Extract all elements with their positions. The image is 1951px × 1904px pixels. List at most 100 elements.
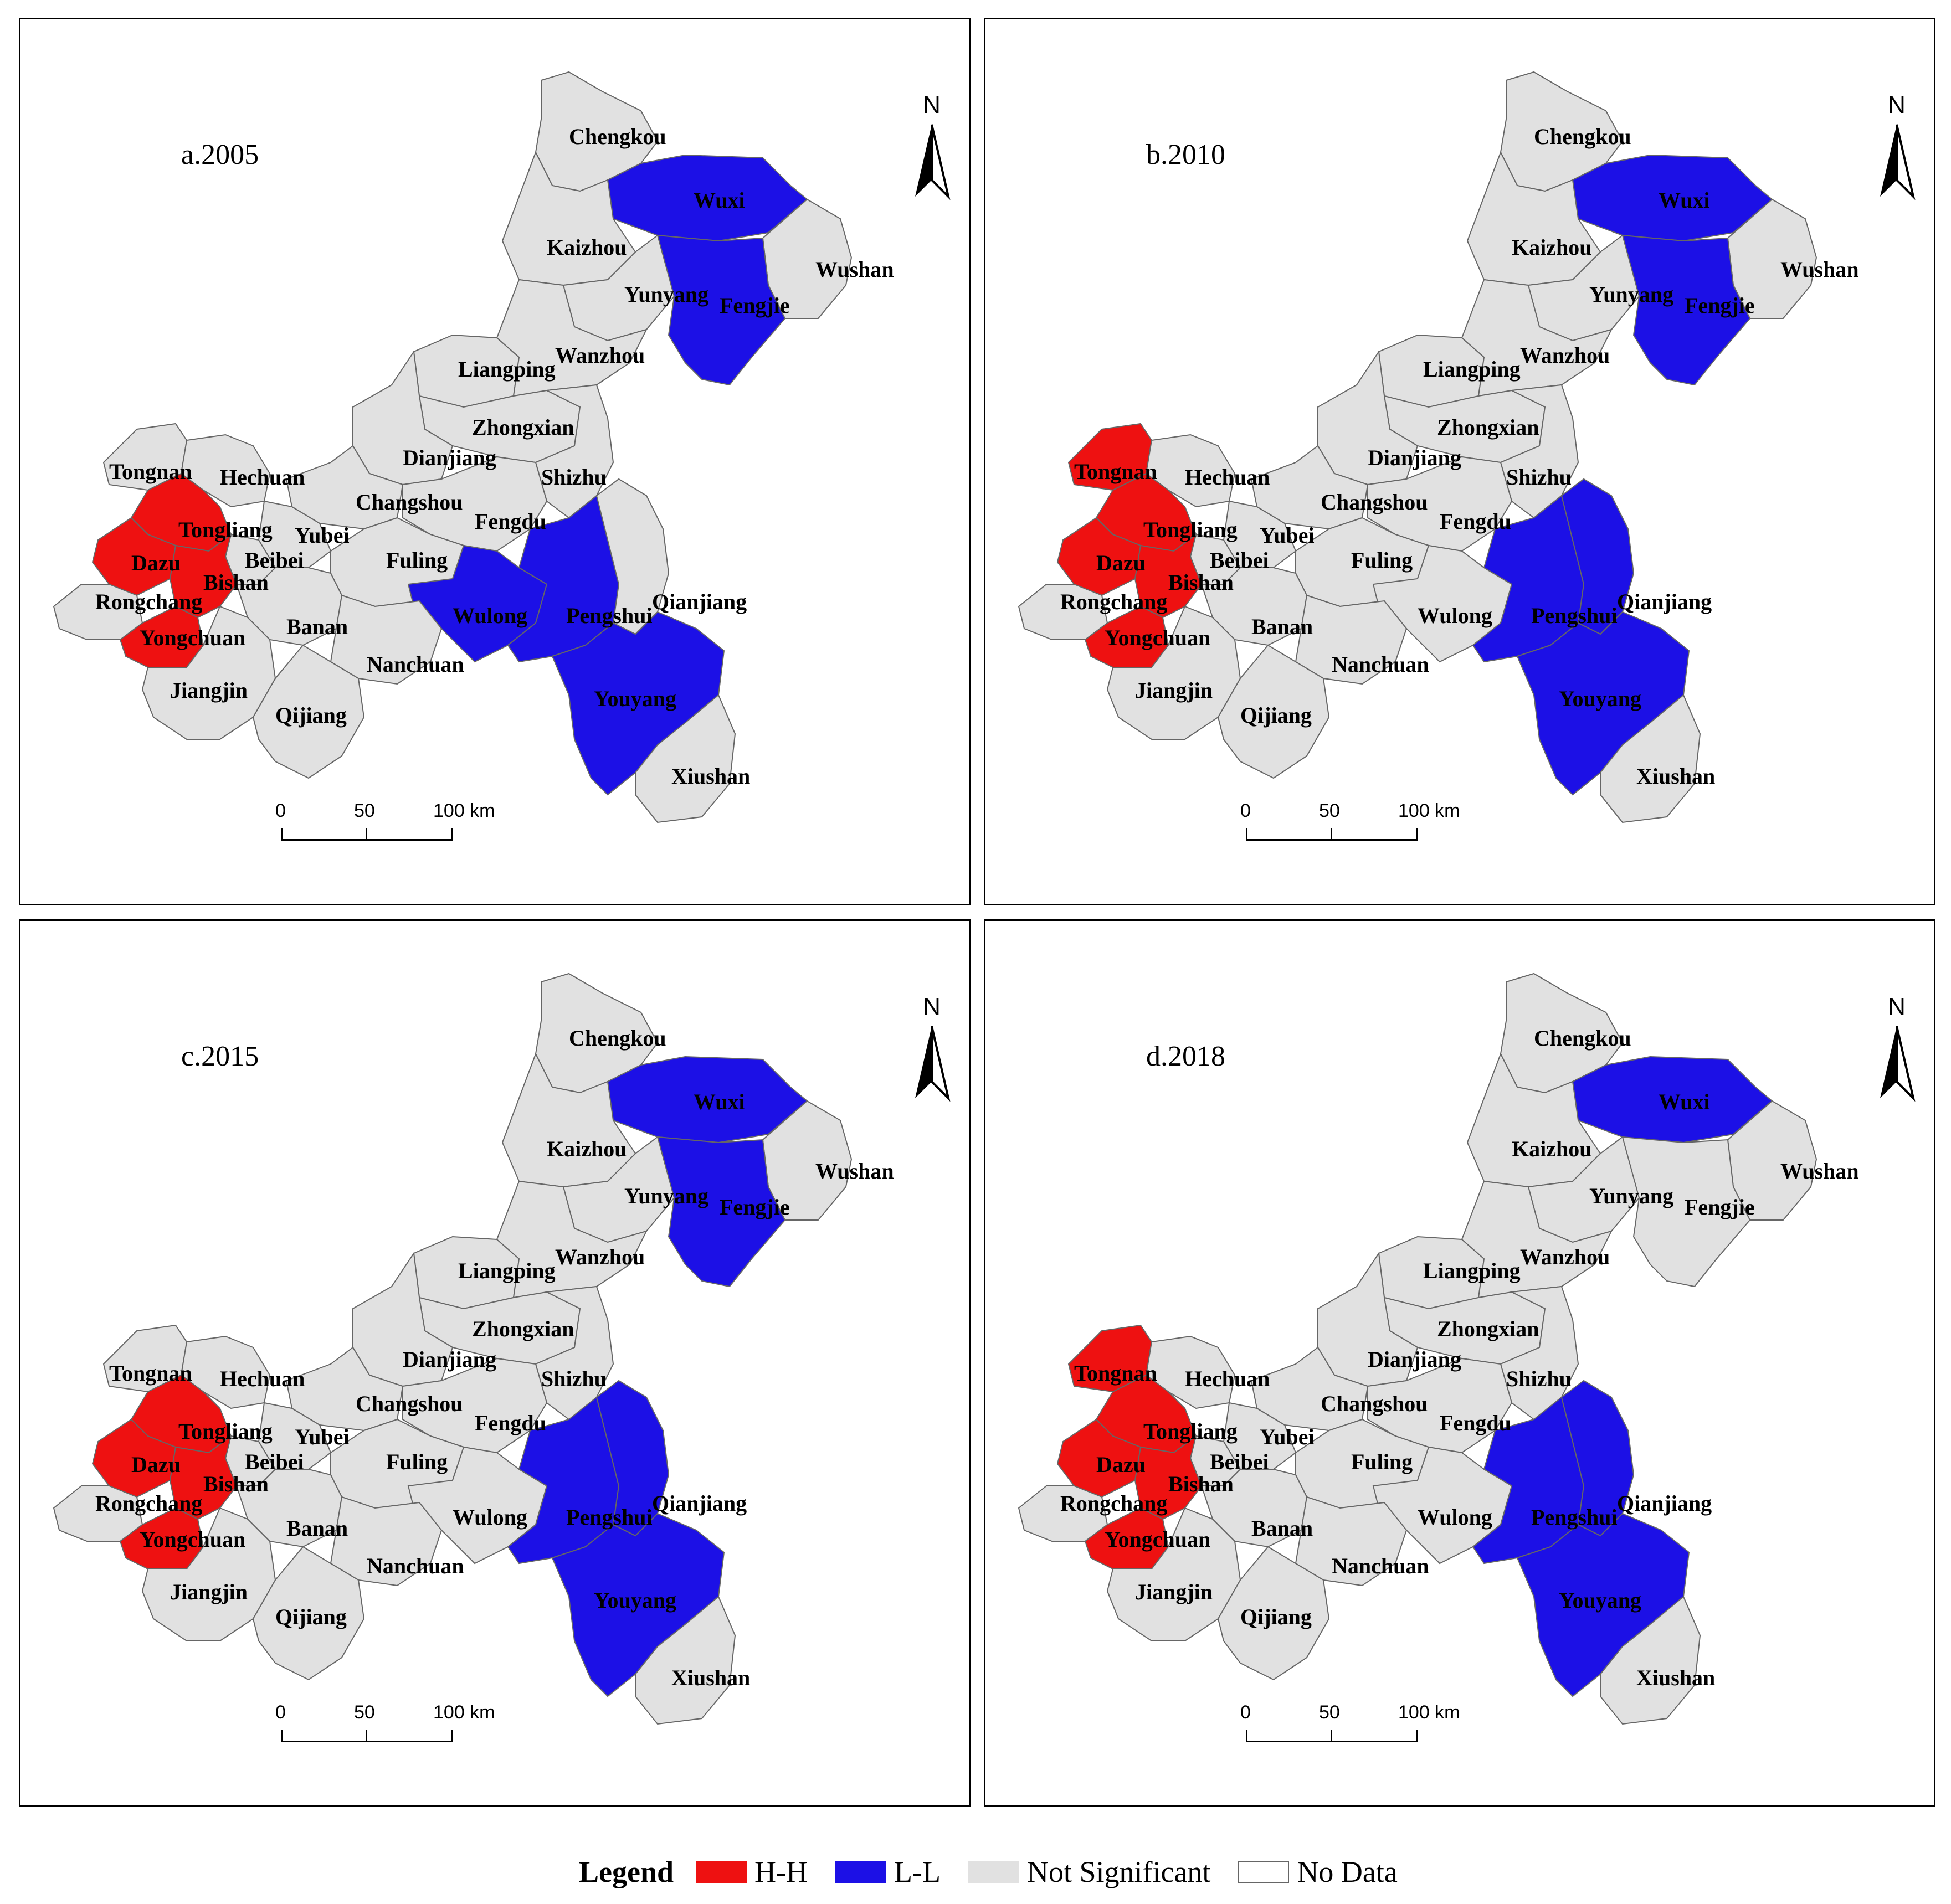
scale-tick: [366, 828, 367, 841]
district-label-changshou: Changshou: [356, 490, 463, 514]
north-arrow: N: [907, 91, 957, 213]
legend-item-hh: H-H: [696, 1855, 808, 1889]
scale-label-100: 100 km: [1398, 800, 1460, 821]
north-arrow-icon: [915, 1026, 951, 1102]
district-label-fengdu: Fengdu: [1440, 1411, 1511, 1435]
district-fengjie: [1621, 234, 1751, 386]
district-hechuan: [1145, 1335, 1236, 1409]
district-label-liangping: Liangping: [458, 357, 556, 382]
district-label-wanzhou: Wanzhou: [555, 1244, 645, 1269]
district-label-pengshui: Pengshui: [566, 603, 653, 628]
district-label-wanzhou: Wanzhou: [555, 343, 645, 368]
district-kaizhou: [1466, 151, 1601, 286]
north-arrow: N: [1872, 91, 1922, 213]
district-label-nanchuan: Nanchuan: [1332, 652, 1429, 677]
district-label-wuxi: Wuxi: [694, 1089, 745, 1114]
district-label-bishan: Bishan: [203, 1471, 269, 1496]
district-label-tongliang: Tongliang: [1143, 1419, 1238, 1444]
district-label-qianjiang: Qianjiang: [652, 1491, 747, 1516]
district-label-wushan: Wushan: [1780, 1159, 1859, 1183]
district-label-yongchuan: Yongchuan: [140, 625, 245, 650]
district-label-beibei: Beibei: [245, 1449, 304, 1474]
district-label-youyang: Youyang: [594, 1588, 676, 1613]
scale-tick: [1331, 828, 1332, 841]
district-label-youyang: Youyang: [594, 686, 676, 711]
district-wanzhou: [496, 1180, 648, 1299]
district-label-tongnan: Tongnan: [1074, 1361, 1157, 1386]
district-hechuan: [1145, 434, 1236, 508]
district-label-beibei: Beibei: [1210, 1449, 1269, 1474]
district-label-dazu: Dazu: [131, 1452, 181, 1477]
scale-tick: [366, 1730, 367, 1742]
district-label-chengkou: Chengkou: [1534, 124, 1631, 149]
panel-title: d.2018: [1146, 1041, 1225, 1072]
district-label-wushan: Wushan: [815, 257, 894, 282]
district-label-fengjie: Fengjie: [1685, 1195, 1755, 1219]
district-label-hechuan: Hechuan: [1185, 1366, 1270, 1391]
district-label-yongchuan: Yongchuan: [1105, 625, 1210, 650]
district-label-kaizhou: Kaizhou: [1512, 1136, 1591, 1161]
north-arrow: N: [1872, 993, 1922, 1115]
district-label-beibei: Beibei: [1210, 548, 1269, 573]
scale-label-50: 50: [1319, 1702, 1340, 1723]
north-label: N: [923, 993, 941, 1020]
district-label-tongliang: Tongliang: [1143, 517, 1238, 542]
scale-tick: [1416, 828, 1418, 841]
district-label-pengshui: Pengshui: [1531, 1505, 1618, 1530]
scale-tick: [1416, 1730, 1418, 1742]
legend-title: Legend: [579, 1855, 674, 1888]
district-fengjie: [656, 234, 786, 386]
district-label-wushan: Wushan: [1780, 257, 1859, 282]
district-label-fengdu: Fengdu: [475, 509, 546, 534]
north-arrow-icon: [1880, 124, 1916, 200]
district-label-dazu: Dazu: [1096, 550, 1146, 575]
district-label-wanzhou: Wanzhou: [1520, 343, 1610, 368]
district-label-shizhu: Shizhu: [541, 1366, 607, 1391]
district-label-dianjiang: Dianjiang: [1368, 445, 1461, 470]
district-label-chengkou: Chengkou: [569, 124, 666, 149]
legend-label-nodata: No Data: [1297, 1855, 1398, 1888]
district-qijiang: [252, 644, 365, 779]
district-label-qijiang: Qijiang: [1240, 1604, 1312, 1629]
district-label-dianjiang: Dianjiang: [403, 445, 496, 470]
north-arrow: N: [907, 993, 957, 1115]
district-hechuan: [180, 434, 271, 508]
district-label-qijiang: Qijiang: [1240, 703, 1312, 728]
district-label-qianjiang: Qianjiang: [652, 589, 747, 614]
district-label-wanzhou: Wanzhou: [1520, 1244, 1610, 1269]
district-label-rongchang: Rongchang: [1060, 589, 1167, 614]
district-nanchuan: [330, 1496, 443, 1587]
district-label-shizhu: Shizhu: [1506, 465, 1572, 490]
district-label-yubei: Yubei: [1260, 523, 1315, 548]
district-label-wulong: Wulong: [1418, 1505, 1492, 1530]
district-label-hechuan: Hechuan: [220, 1366, 305, 1391]
district-label-xiushan: Xiushan: [1636, 764, 1715, 789]
legend-item-no-data: No Data: [1238, 1855, 1398, 1889]
district-label-banan: Banan: [1251, 1516, 1313, 1541]
scale-bar: 0 50 100 km: [259, 800, 495, 861]
district-map: Chengkou Wuxi Kaizhou Wushan Yunyang Fengjie L…: [1018, 71, 1859, 824]
district-label-wuxi: Wuxi: [1659, 188, 1710, 213]
scale-label-50: 50: [1319, 800, 1340, 821]
district-label-dazu: Dazu: [1096, 1452, 1146, 1477]
district-label-liangping: Liangping: [1423, 357, 1521, 382]
legend-label-ns: Not Significant: [1026, 1855, 1211, 1888]
legend: Legend H-H L-L Not Significant No Data: [579, 1852, 1425, 1891]
district-label-pengshui: Pengshui: [566, 1505, 653, 1530]
scale-tick: [451, 828, 453, 841]
district-label-xiushan: Xiushan: [671, 764, 750, 789]
district-label-jiangjin: Jiangjin: [170, 1579, 248, 1604]
district-label-chengkou: Chengkou: [569, 1026, 666, 1051]
scale-tick: [451, 1730, 453, 1742]
district-label-tongnan: Tongnan: [109, 459, 192, 484]
district-qijiang: [1217, 644, 1330, 779]
north-label: N: [923, 91, 941, 119]
scale-label-100: 100 km: [1398, 1702, 1460, 1723]
district-label-dazu: Dazu: [131, 550, 181, 575]
district-qijiang: [252, 1546, 365, 1681]
district-label-fuling: Fuling: [1351, 1449, 1413, 1474]
district-label-wulong: Wulong: [453, 603, 527, 628]
district-label-zhongxian: Zhongxian: [1437, 1316, 1539, 1341]
scale-tick: [1331, 1730, 1332, 1742]
district-label-kaizhou: Kaizhou: [547, 1136, 627, 1161]
